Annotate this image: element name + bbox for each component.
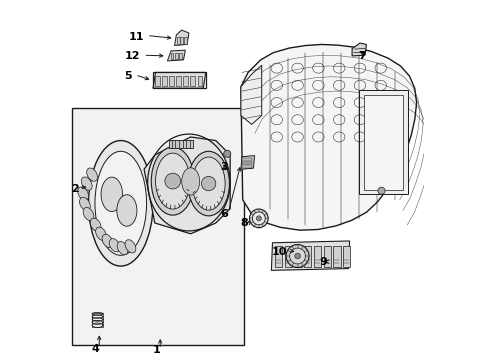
Ellipse shape (252, 212, 265, 225)
Bar (197, 76, 202, 86)
Bar (242, 158, 252, 161)
Text: 1: 1 (152, 345, 160, 355)
Bar (343, 246, 349, 267)
Ellipse shape (289, 248, 305, 264)
Polygon shape (351, 43, 366, 56)
Bar (155, 76, 160, 86)
Bar (183, 76, 188, 86)
Ellipse shape (78, 187, 88, 200)
Ellipse shape (83, 207, 94, 221)
Bar (176, 76, 181, 86)
Bar (333, 246, 340, 267)
Bar (313, 246, 321, 267)
Ellipse shape (256, 216, 261, 221)
Bar (274, 246, 282, 267)
Polygon shape (241, 65, 261, 125)
Bar (72, 108, 244, 345)
Polygon shape (153, 72, 205, 88)
Polygon shape (241, 156, 254, 169)
Ellipse shape (90, 218, 101, 231)
Bar (169, 140, 192, 148)
Text: 12: 12 (125, 51, 140, 61)
Ellipse shape (377, 187, 384, 194)
Bar (304, 246, 311, 267)
Polygon shape (271, 241, 349, 270)
Text: 7: 7 (358, 51, 366, 61)
Ellipse shape (187, 151, 229, 216)
Ellipse shape (285, 244, 308, 267)
Text: 5: 5 (123, 71, 131, 81)
Ellipse shape (102, 234, 113, 248)
Polygon shape (174, 30, 188, 45)
Bar (175, 53, 178, 59)
Ellipse shape (249, 209, 267, 228)
Bar (169, 76, 174, 86)
Bar (176, 37, 179, 44)
Text: 10: 10 (272, 247, 287, 257)
Text: 11: 11 (128, 32, 144, 41)
Ellipse shape (117, 242, 128, 255)
Text: 2: 2 (71, 184, 79, 194)
Bar (162, 76, 166, 86)
Text: 6: 6 (220, 209, 228, 219)
Bar (359, 90, 407, 194)
Ellipse shape (294, 253, 300, 259)
Bar (242, 165, 252, 168)
Bar (190, 76, 195, 86)
Ellipse shape (80, 197, 90, 211)
Text: 9: 9 (319, 257, 326, 267)
Bar (179, 53, 182, 59)
Ellipse shape (164, 173, 180, 189)
Text: 4: 4 (91, 343, 99, 354)
Bar (170, 53, 173, 59)
Ellipse shape (223, 150, 230, 157)
Ellipse shape (192, 157, 224, 210)
Polygon shape (144, 137, 230, 234)
Bar (180, 37, 183, 44)
Ellipse shape (125, 240, 136, 253)
Ellipse shape (117, 195, 137, 226)
Ellipse shape (95, 151, 146, 255)
Bar (153, 72, 205, 88)
Bar (284, 246, 291, 267)
Ellipse shape (81, 177, 92, 190)
Bar (323, 246, 330, 267)
Ellipse shape (101, 177, 122, 212)
Bar (294, 246, 301, 267)
Polygon shape (167, 50, 185, 61)
Text: 3: 3 (220, 162, 228, 172)
Polygon shape (241, 44, 416, 230)
Ellipse shape (155, 153, 190, 209)
Ellipse shape (86, 168, 97, 181)
Text: 8: 8 (240, 218, 247, 228)
Bar (183, 37, 186, 44)
Bar (363, 95, 402, 190)
Ellipse shape (88, 140, 153, 266)
Bar (242, 162, 252, 164)
Ellipse shape (151, 147, 194, 215)
Ellipse shape (109, 239, 120, 252)
Bar (92, 313, 102, 327)
Ellipse shape (201, 176, 215, 191)
Ellipse shape (96, 227, 106, 240)
Ellipse shape (182, 168, 199, 195)
